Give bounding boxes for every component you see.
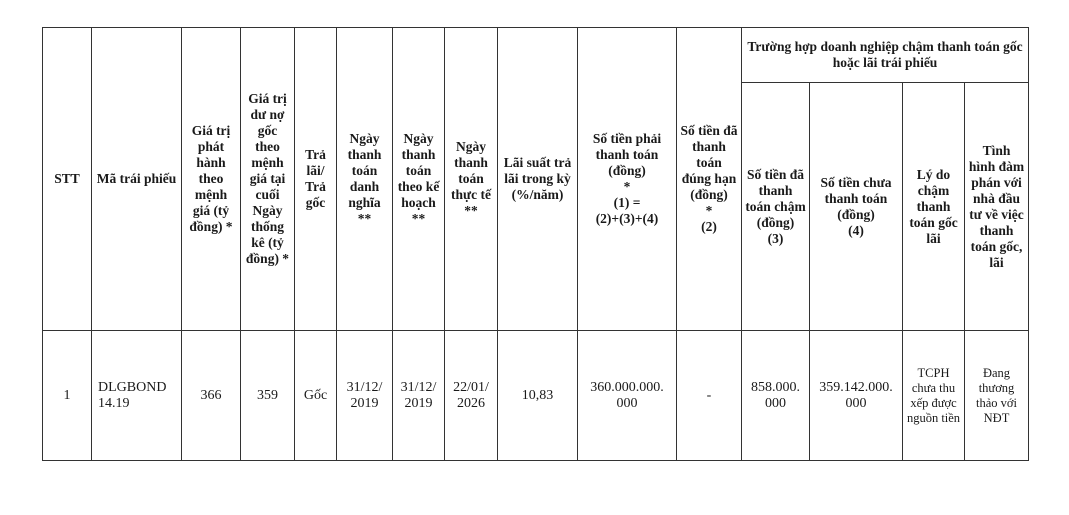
header-outstanding-value: Giá trị dư nợ gốc theo mệnh giá tại cuối…	[240, 27, 295, 331]
header-issue-value: Giá trị phát hành theo mệnh giá (tỷ đồng…	[181, 27, 241, 331]
header-interest-principal: Trả lãi/ Trả gốc	[294, 27, 337, 331]
header-reason: Lý do chậm thanh toán gốc lãi	[902, 82, 965, 331]
cell-interest-principal: Gốc	[294, 330, 337, 461]
cell-amount-due: 360.000.000. 000	[577, 330, 677, 461]
cell-outstanding-value: 359	[240, 330, 295, 461]
header-amount-due: Số tiền phải thanh toán (đồng) * (1) = (…	[577, 27, 677, 331]
header-interest-rate: Lãi suất trả lãi trong kỳ (%/năm)	[497, 27, 578, 331]
header-paid-late: Số tiền đã thanh toán chậm (đồng) (3)	[741, 82, 810, 331]
cell-bond-code: DLGBOND 14.19	[91, 330, 182, 461]
header-stt: STT	[42, 27, 92, 331]
cell-interest-rate: 10,83	[497, 330, 578, 461]
bond-payment-table: STT Mã trái phiếu Giá trị phát hành theo…	[42, 27, 1030, 461]
cell-paid-late: 858.000. 000	[741, 330, 810, 461]
header-late-payment-group: Trường hợp doanh nghiệp chậm thanh toán …	[740, 27, 1030, 83]
cell-unpaid: 359.142.000. 000	[809, 330, 903, 461]
cell-reason: TCPH chưa thu xếp được nguồn tiền	[902, 330, 965, 461]
header-unpaid: Số tiền chưa thanh toán (đồng) (4)	[809, 82, 903, 331]
table-row: 1 DLGBOND 14.19 366 359 Gốc 31/12/ 2019 …	[42, 330, 1030, 461]
cell-issue-value: 366	[181, 330, 241, 461]
header-row: STT Mã trái phiếu Giá trị phát hành theo…	[42, 27, 1030, 331]
cell-actual-date: 22/01/ 2026	[444, 330, 498, 461]
cell-nominal-date: 31/12/ 2019	[336, 330, 393, 461]
cell-stt: 1	[42, 330, 92, 461]
cell-paid-on-time: -	[676, 330, 742, 461]
header-planned-date: Ngày thanh toán theo kế hoạch **	[392, 27, 445, 331]
header-bond-code: Mã trái phiếu	[91, 27, 182, 331]
cell-negotiation: Đang thương thảo với NĐT	[963, 330, 1030, 461]
subheader-row: Số tiền đã thanh toán chậm (đồng) (3) Số…	[43, 82, 1030, 331]
header-nominal-date: Ngày thanh toán danh nghĩa **	[336, 27, 393, 331]
cell-planned-date: 31/12/ 2019	[392, 330, 445, 461]
header-actual-date: Ngày thanh toán thực tế **	[444, 27, 498, 331]
header-negotiation: Tình hình đàm phán với nhà đầu tư về việ…	[963, 82, 1030, 331]
header-paid-on-time: Số tiền đã thanh toán đúng hạn (đồng) * …	[676, 27, 742, 331]
